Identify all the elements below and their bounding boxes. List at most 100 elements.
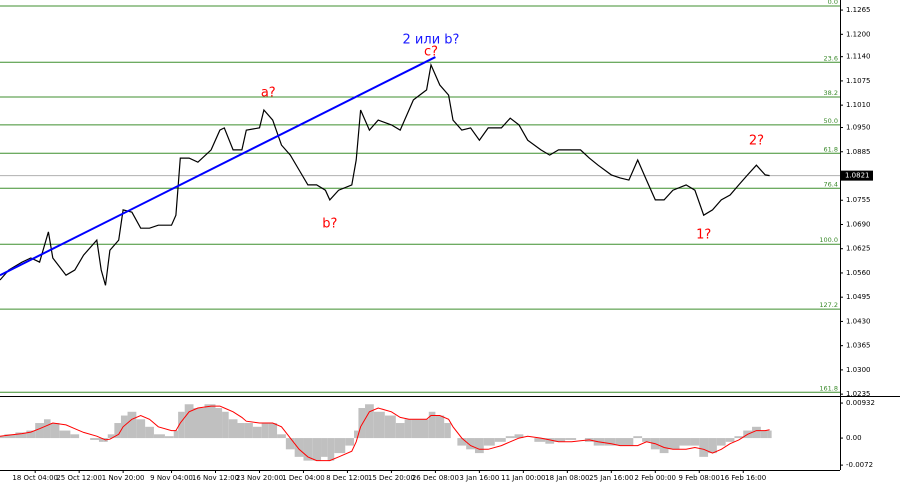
histogram-bar (505, 436, 515, 439)
y-tick-label: 1.0690 (846, 220, 871, 228)
histogram-bar (373, 411, 385, 439)
histogram-bar (483, 438, 495, 446)
histogram-bar (237, 423, 245, 439)
histogram-bar (0, 436, 5, 439)
histogram-bar (345, 438, 355, 446)
histogram-bar (120, 415, 128, 439)
x-tick-label: 23 Nov 20:00 (236, 474, 283, 482)
histogram-bar (679, 438, 691, 446)
histogram-bar (404, 419, 412, 439)
histogram-bar (752, 426, 761, 439)
histogram-bar (334, 438, 346, 454)
histogram-bar (411, 419, 420, 439)
y-tick-label: 1.1265 (846, 6, 871, 14)
fib-level-label: 127.2 (819, 301, 838, 309)
histogram-bar (760, 430, 768, 439)
fib-level-label: 161.8 (819, 384, 838, 392)
y-tick-label: 1.1010 (846, 101, 871, 109)
x-tick-label: 9 Feb 08:00 (679, 474, 720, 482)
histogram-bar (26, 430, 36, 439)
histogram-bar (354, 430, 359, 439)
x-tick-label: 25 Jan 16:00 (589, 474, 633, 482)
histogram-bar (4, 434, 16, 439)
histogram-bar (107, 434, 115, 439)
histogram-bar (244, 423, 253, 439)
last-price-box (841, 170, 873, 181)
histogram-bar (395, 423, 405, 439)
fib-level-label: 38.2 (824, 89, 838, 97)
histogram-bar (699, 438, 709, 457)
x-tick-label: 9 Nov 04:00 (150, 474, 193, 482)
fib-level-label: 0.0 (828, 0, 838, 6)
x-tick-label: 18 Jan 08:00 (545, 474, 589, 482)
y-tick-label: 1.0365 (846, 342, 871, 350)
y-tick-label: 1.1140 (846, 53, 871, 61)
histogram-bar (215, 408, 223, 439)
x-tick-label: 11 Jan 00:00 (501, 474, 545, 482)
wave-label: 2 или b? (403, 32, 460, 47)
histogram-bar (164, 436, 174, 439)
histogram-bar (228, 419, 238, 439)
histogram-bar (444, 423, 451, 439)
histogram-bar (554, 438, 566, 442)
y-tick-label: 1.1075 (846, 77, 871, 85)
y-tick-label: 1.0430 (846, 317, 871, 325)
histogram-bar (428, 411, 436, 439)
trendline (0, 56, 436, 277)
x-tick-label: 26 Dec 08:00 (412, 474, 459, 482)
histogram-bar (15, 432, 27, 439)
signal-line (0, 405, 770, 462)
histogram-bar (384, 415, 396, 439)
histogram-bar (127, 411, 137, 439)
histogram-bar (615, 438, 625, 446)
histogram-bar (365, 404, 374, 439)
histogram-bar (534, 438, 546, 442)
fib-level-label: 100.0 (819, 236, 838, 244)
histogram-bar (466, 438, 475, 450)
histogram-bar (98, 438, 104, 442)
histogram-bar (327, 438, 335, 461)
y-tick-label: 1.0560 (846, 269, 871, 277)
histogram-bar (668, 438, 680, 450)
x-tick-label: 25 Oct 12:00 (56, 474, 102, 482)
histogram-bar (312, 438, 322, 461)
histogram-bar (474, 438, 484, 454)
x-tick-label: 8 Dec 12:00 (326, 474, 369, 482)
x-tick-label: 15 Dec 20:00 (368, 474, 415, 482)
histogram-bar (358, 408, 366, 439)
fib-level-label: 61.8 (824, 145, 838, 153)
histogram-bar (153, 434, 165, 439)
wave-label: 2? (749, 133, 764, 148)
x-tick-label: 18 Oct 04:00 (12, 474, 58, 482)
histogram-bar (659, 438, 669, 454)
y-tick-label: 1.0950 (846, 124, 871, 132)
histogram-bar (252, 426, 262, 439)
histogram-bar (285, 438, 295, 450)
histogram-bar (59, 430, 71, 439)
wave-label: b? (322, 217, 337, 232)
last-price-label: 1.0821 (845, 172, 870, 180)
wave-label: 1? (696, 227, 711, 242)
histogram-bar (114, 423, 121, 439)
histogram-bar (604, 438, 616, 446)
y-tick-label: 1.1200 (846, 30, 871, 38)
fib-level-label: 76.4 (824, 180, 838, 188)
y-tick-label: 1.0300 (846, 366, 871, 374)
x-tick-label: 1 Nov 20:00 (102, 474, 145, 482)
x-tick-label: 16 Feb 16:00 (720, 474, 766, 482)
histogram-bar (277, 434, 286, 439)
histogram-bar (222, 411, 229, 439)
y-tick-label: -0.0072 (846, 461, 873, 469)
histogram-bar (642, 438, 651, 442)
histogram-bar (294, 438, 304, 457)
histogram-bar (435, 415, 445, 439)
histogram-bar (90, 438, 99, 440)
histogram-bar (690, 438, 700, 446)
fib-level-label: 50.0 (824, 117, 838, 125)
histogram-bar (184, 404, 194, 439)
y-tick-label: 1.0755 (846, 196, 871, 204)
wave-label: c? (424, 44, 438, 59)
histogram-bar (303, 438, 313, 461)
histogram-bar (50, 423, 60, 439)
